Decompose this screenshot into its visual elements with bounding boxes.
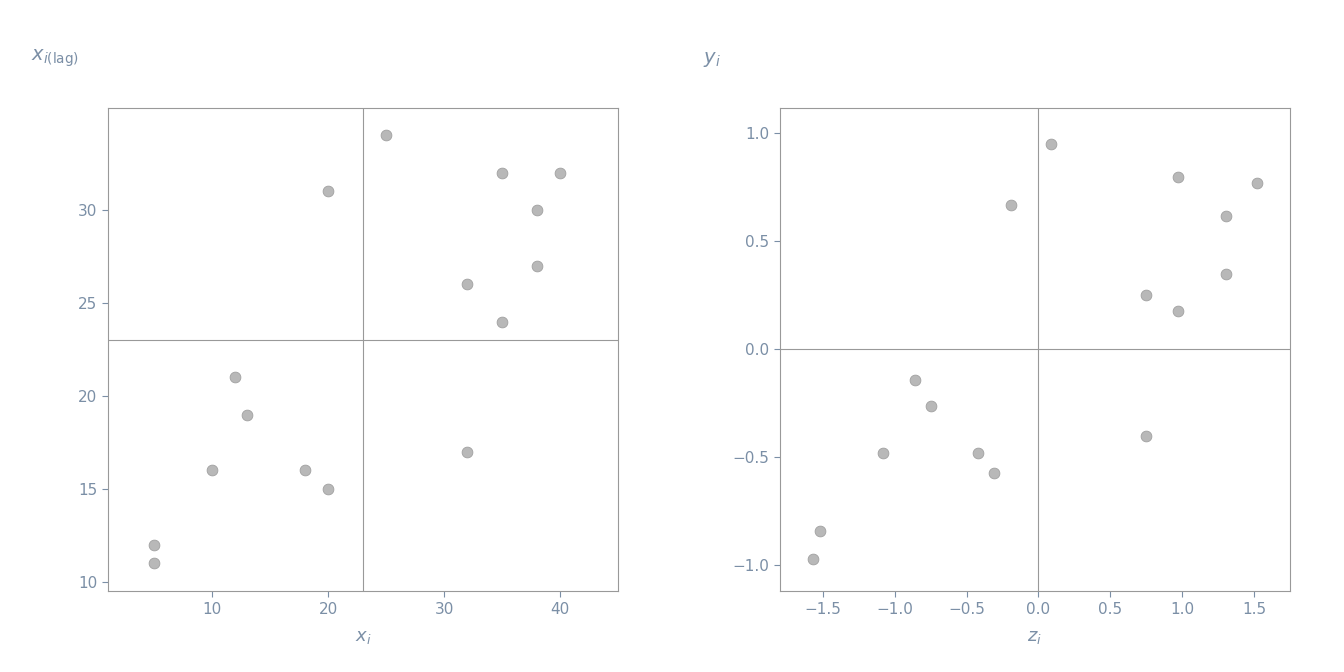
Point bbox=[457, 446, 478, 457]
Point bbox=[1000, 200, 1021, 210]
X-axis label: $z_i$: $z_i$ bbox=[1027, 628, 1043, 646]
Point bbox=[224, 372, 246, 383]
Point bbox=[1136, 431, 1157, 442]
X-axis label: $x_i$: $x_i$ bbox=[355, 628, 371, 646]
Point bbox=[1040, 139, 1062, 150]
Text: $y_i$: $y_i$ bbox=[703, 50, 720, 69]
Point bbox=[1215, 269, 1236, 280]
Point bbox=[968, 448, 989, 458]
Point bbox=[872, 448, 894, 458]
Point bbox=[457, 279, 478, 290]
Point bbox=[202, 465, 223, 476]
Point bbox=[982, 467, 1004, 478]
Point bbox=[905, 374, 926, 385]
Point bbox=[492, 167, 513, 178]
Point bbox=[375, 130, 396, 141]
Point bbox=[527, 204, 548, 215]
Point bbox=[1136, 290, 1157, 301]
Point bbox=[237, 409, 258, 420]
Point bbox=[1168, 171, 1189, 182]
Point bbox=[317, 186, 339, 197]
Text: $x_{i(\mathrm{lag})}$: $x_{i(\mathrm{lag})}$ bbox=[31, 47, 79, 69]
Point bbox=[919, 401, 941, 411]
Point bbox=[492, 316, 513, 327]
Point bbox=[317, 484, 339, 495]
Point bbox=[1215, 210, 1236, 221]
Point bbox=[809, 526, 831, 536]
Point bbox=[1246, 178, 1267, 189]
Point bbox=[1168, 305, 1189, 316]
Point bbox=[144, 558, 165, 569]
Point bbox=[294, 465, 316, 476]
Point bbox=[802, 554, 824, 564]
Point bbox=[144, 540, 165, 550]
Point bbox=[550, 167, 571, 178]
Point bbox=[527, 260, 548, 271]
